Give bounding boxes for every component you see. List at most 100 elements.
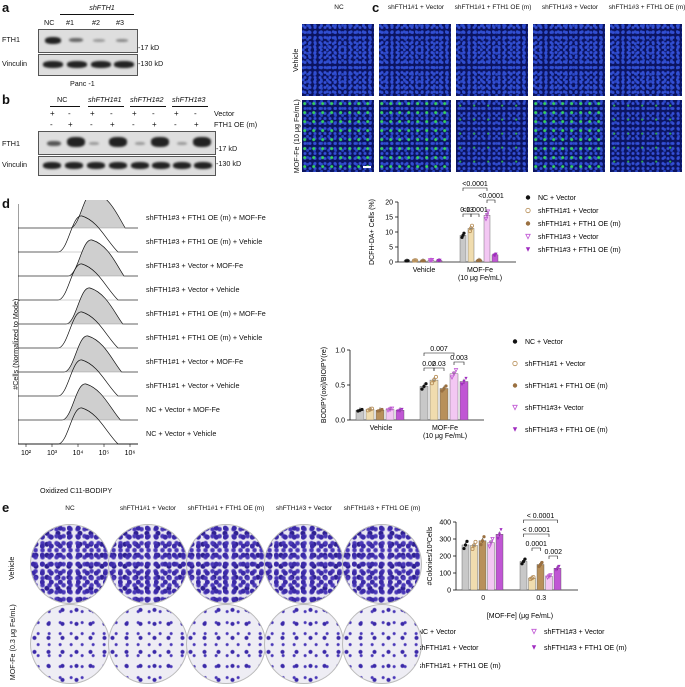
data-point: [540, 560, 544, 565]
x-tick-label: 0.3: [536, 595, 546, 602]
p-value-label: 0.03: [432, 361, 446, 368]
data-point: [520, 562, 524, 566]
data-point: [531, 575, 536, 580]
y-axis-label: DCFH-DA+ Cells (%): [369, 199, 376, 265]
panel-d-xlabel: Oxidized C11-BODIPY: [40, 486, 113, 495]
panel-c-label: c: [372, 0, 380, 15]
panel-b-oe-sign: +: [194, 120, 199, 129]
data-point: [523, 557, 527, 561]
data-point: [490, 536, 495, 542]
histogram-track-label: NC + Vector + MOF-Fe: [146, 405, 220, 414]
p-value-label: 0.003: [450, 355, 468, 362]
panel-c-image-vehicle: [379, 24, 451, 96]
bar: [483, 215, 491, 263]
significance-bracket: [470, 213, 480, 217]
histogram-outline: [18, 407, 138, 445]
histogram-x-tick-label: 10³: [47, 450, 58, 457]
significance-bracket: [548, 555, 558, 559]
legend-entry: shFTH1#3+ Vector: [525, 405, 584, 412]
data-point: [442, 386, 446, 391]
data-point: [479, 543, 483, 547]
data-point: [440, 389, 444, 393]
p-value-label: < 0.0001: [527, 513, 555, 520]
y-tick-label: 20: [385, 200, 393, 207]
panel-a-marker-130: -130 kD: [138, 59, 164, 68]
panel-b-oe-sign: -: [50, 120, 53, 129]
panel-b-row-vinculin: Vinculin: [2, 160, 28, 169]
bar: [495, 534, 504, 591]
significance-bracket: [523, 533, 550, 537]
bar: [429, 379, 439, 421]
y-axis-label: #Colonies/10³Cells: [427, 526, 434, 585]
y-axis-label: BODIPY(oxi)/BIOIPY(re): [321, 347, 328, 423]
data-point: [396, 409, 400, 413]
p-value-label: 0.007: [430, 346, 448, 353]
bar: [459, 235, 467, 263]
panel-a-row-fth1: FTH1: [2, 35, 20, 44]
data-point: [380, 407, 384, 412]
panel-b-oe-sign: +: [110, 120, 115, 129]
data-point: [400, 407, 404, 412]
legend-entry: shFTH1#3 + Vector: [544, 629, 605, 636]
p-value-label: 0.02: [422, 361, 436, 368]
data-point: [525, 233, 531, 240]
y-tick-label: 5: [389, 245, 393, 252]
data-point: [525, 195, 531, 200]
panel-c-column-header: shFTH1#3 + FTH1 OE (m): [608, 4, 685, 11]
panel-b-group-sh2: shFTH1#2: [130, 95, 164, 104]
panel-d-label: d: [2, 196, 10, 211]
data-point: [430, 381, 435, 386]
panel-a-shfth1-header: shFTH1: [89, 3, 115, 12]
significance-bracket: [486, 199, 496, 203]
panel-e-dish-vehicle: [30, 524, 110, 604]
histogram-track-label: NC + Vector + Vehicle: [146, 429, 217, 438]
panel-e-dish-vehicle: [342, 524, 422, 604]
data-point: [462, 379, 466, 384]
histogram-filled: [18, 383, 138, 421]
panel-c-image-moffe: [379, 100, 451, 172]
panel-c-image-vehicle: [456, 24, 528, 96]
y-tick-label: 10: [385, 230, 393, 237]
panel-a-row-vinculin: Vinculin: [2, 59, 28, 68]
data-point: [389, 406, 395, 412]
bar: [519, 561, 528, 591]
data-point: [368, 407, 373, 412]
legend-entry: NC + Vector: [525, 339, 564, 346]
data-point: [462, 546, 466, 551]
data-point: [548, 573, 553, 578]
panel-b-oe-sign: +: [152, 120, 157, 129]
panel-b-vector-sign: -: [110, 109, 113, 118]
bar: [478, 540, 487, 591]
legend-entry: shFTH1#3 + FTH1 OE (m): [538, 247, 621, 254]
x-tick-label: Vehicle: [413, 267, 436, 274]
y-tick-label: 300: [439, 537, 451, 544]
data-point: [366, 408, 371, 413]
p-value-label: <0.0001: [478, 193, 504, 200]
panel-b-oe-sign: -: [174, 120, 177, 129]
y-tick-label: 0.5: [335, 383, 345, 390]
panel-c-column-header: shFTH1#1 + FTH1 OE (m): [454, 4, 532, 11]
data-point: [531, 645, 537, 650]
panel-b-group-sh1: shFTH1#1: [88, 95, 122, 104]
x-tick-label: MOF-Fe: [432, 425, 458, 432]
x-tick-label: Vehicle: [370, 425, 393, 432]
p-value-label: <0.0001: [462, 207, 488, 214]
y-tick-label: 1.0: [335, 348, 345, 355]
legend-entry: shFTH1#3 + FTH1 OE (m): [525, 427, 608, 434]
histogram-track-label: shFTH1#3 + FTH1 OE (m) + Vehicle: [146, 237, 263, 246]
data-point: [453, 368, 459, 373]
data-point: [483, 216, 489, 222]
data-point: [398, 408, 402, 412]
data-point: [557, 564, 561, 569]
panel-a-lane-1: #1: [66, 18, 74, 27]
panel-e-column-header: shFTH1#1 + Vector: [119, 505, 177, 512]
data-point: [512, 339, 518, 344]
bar: [459, 381, 469, 421]
data-point: [422, 384, 426, 388]
significance-bracket: [423, 352, 455, 356]
data-point: [370, 406, 375, 411]
panel-b-oe-sign: -: [90, 120, 93, 129]
panel-e-dish-moffe: [186, 604, 266, 684]
panel-e-dish-moffe: [30, 604, 110, 684]
data-point: [434, 374, 439, 379]
